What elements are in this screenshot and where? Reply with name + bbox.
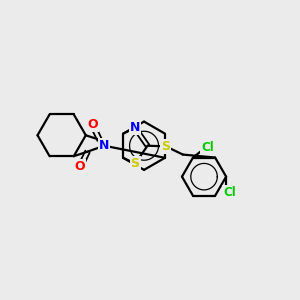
- Text: N: N: [99, 139, 110, 152]
- Text: O: O: [87, 118, 98, 131]
- Text: Cl: Cl: [223, 186, 236, 199]
- Text: N: N: [130, 121, 140, 134]
- Text: S: S: [161, 140, 170, 153]
- Text: Cl: Cl: [201, 141, 214, 154]
- Text: S: S: [130, 157, 140, 170]
- Text: O: O: [75, 160, 86, 173]
